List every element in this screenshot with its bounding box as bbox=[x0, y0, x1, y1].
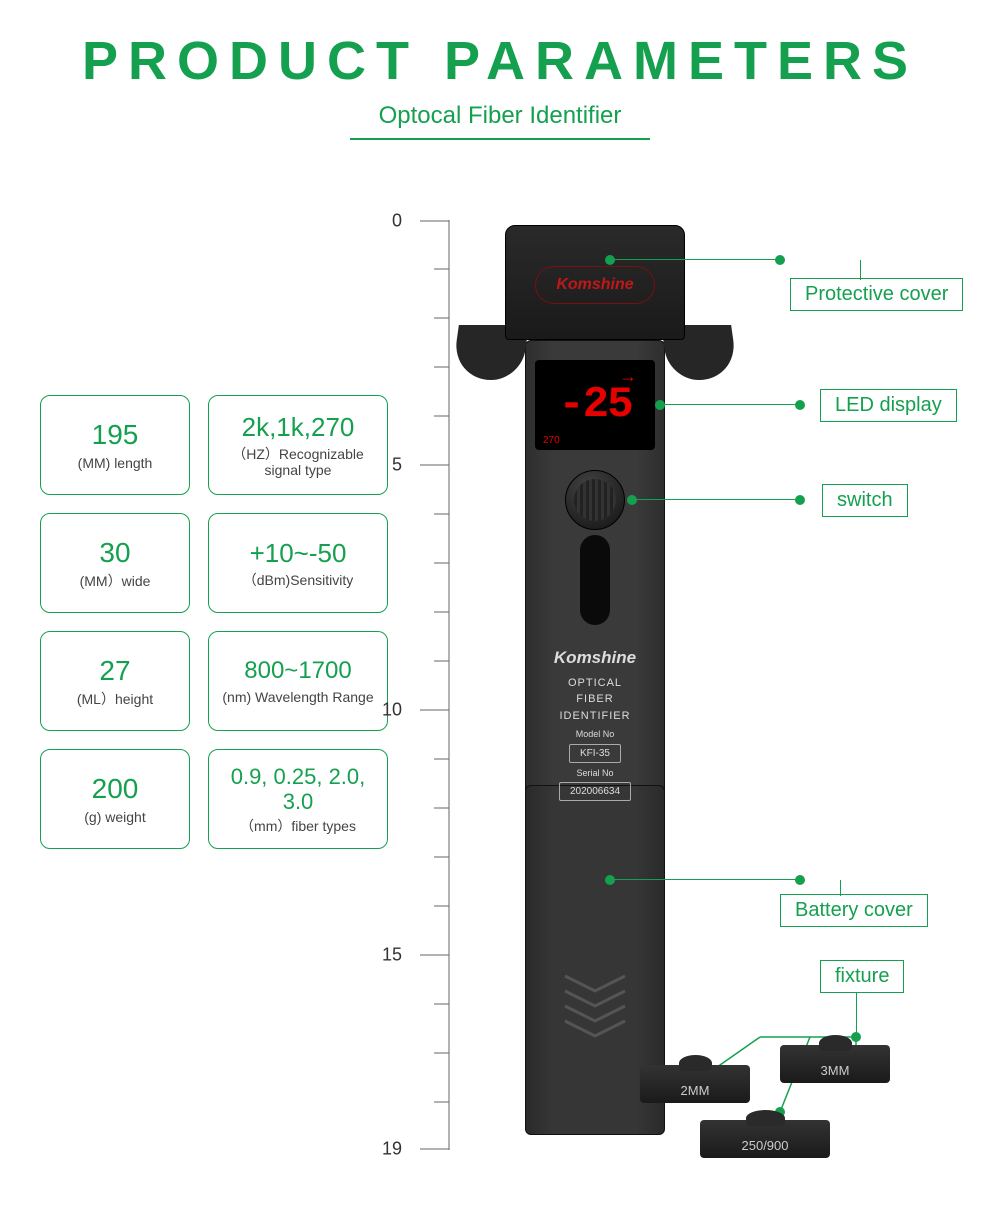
ruler-ticks-icon bbox=[410, 220, 450, 1150]
device-protective-cover: Komshine bbox=[505, 225, 685, 340]
param-label: （mm）fiber types bbox=[219, 818, 377, 835]
param-label: (nm) Wavelength Range bbox=[219, 689, 377, 706]
fixture-3mm: 3MM bbox=[780, 1045, 890, 1083]
page-subtitle: Optocal Fiber Identifier bbox=[0, 102, 1000, 130]
param-value: 200 bbox=[51, 774, 179, 805]
switch-knob bbox=[565, 470, 625, 530]
ruler-mark-19: 19 bbox=[382, 1139, 402, 1160]
grip-arrow-icon bbox=[555, 966, 635, 1046]
brand-oval: Komshine bbox=[535, 266, 655, 304]
callout-label: Protective cover bbox=[790, 278, 963, 311]
param-wide: 30 (MM）wide bbox=[40, 513, 190, 613]
param-signal-type: 2k,1k,270 （HZ）Recognizable signal type bbox=[208, 395, 388, 495]
callout-label: switch bbox=[822, 484, 908, 517]
parameters-grid: 195 (MM) length 2k,1k,270 （HZ）Recognizab… bbox=[40, 395, 388, 849]
ruler-mark-0: 0 bbox=[392, 211, 402, 232]
param-label: (MM）wide bbox=[51, 573, 179, 590]
callout-label: LED display bbox=[820, 389, 957, 422]
callout-line-icon bbox=[840, 880, 841, 896]
callout-line-icon bbox=[632, 499, 800, 500]
header: PRODUCT PARAMETERS Optocal Fiber Identif… bbox=[0, 0, 1000, 140]
callout-dot-icon bbox=[775, 255, 785, 265]
callout-dot-icon bbox=[605, 875, 615, 885]
model-label: Model No bbox=[525, 728, 665, 742]
param-value: 0.9, 0.25, 2.0, 3.0 bbox=[219, 765, 377, 813]
serial-label: Serial No bbox=[525, 767, 665, 781]
callout-line-icon bbox=[660, 404, 800, 405]
fixture-2mm: 2MM bbox=[640, 1065, 750, 1103]
param-label: （dBm)Sensitivity bbox=[219, 572, 377, 589]
param-value: 195 bbox=[51, 420, 179, 451]
led-sub-value: 270 bbox=[543, 435, 560, 446]
led-display: → -25 270 bbox=[535, 360, 655, 450]
param-value: 2k,1k,270 bbox=[219, 413, 377, 442]
param-value: 800~1700 bbox=[219, 658, 377, 684]
param-label: (g) weight bbox=[51, 809, 179, 826]
ruler: 0 5 10 15 19 bbox=[410, 220, 450, 1150]
brand-body: Komshine bbox=[525, 645, 665, 671]
param-sensitivity: +10~-50 （dBm)Sensitivity bbox=[208, 513, 388, 613]
callout-dot-icon bbox=[795, 495, 805, 505]
page-title: PRODUCT PARAMETERS bbox=[0, 30, 1000, 92]
device-body-label: Komshine OPTICAL FIBER IDENTIFIER Model … bbox=[525, 645, 665, 801]
param-value: 30 bbox=[51, 538, 179, 569]
callout-label: fixture bbox=[820, 960, 904, 993]
callout-label: Battery cover bbox=[780, 894, 928, 927]
callout-dot-icon bbox=[655, 400, 665, 410]
param-length: 195 (MM) length bbox=[40, 395, 190, 495]
fixtures-group: 2MM 3MM 250/900 bbox=[640, 1065, 920, 1195]
serial-no: 202006634 bbox=[559, 782, 631, 801]
callout-dot-icon bbox=[627, 495, 637, 505]
callout-dot-icon bbox=[795, 875, 805, 885]
callout-line-icon bbox=[610, 879, 800, 880]
param-value: +10~-50 bbox=[219, 539, 377, 568]
led-arrow-icon: → bbox=[619, 366, 637, 387]
ruler-mark-5: 5 bbox=[392, 455, 402, 476]
param-label: （HZ）Recognizable signal type bbox=[219, 446, 377, 480]
ruler-mark-15: 15 bbox=[382, 945, 402, 966]
switch-track bbox=[580, 535, 610, 625]
callout-dot-icon bbox=[605, 255, 615, 265]
fixture-250-900: 250/900 bbox=[700, 1120, 830, 1158]
param-wavelength: 800~1700 (nm) Wavelength Range bbox=[208, 631, 388, 731]
callout-line-icon bbox=[610, 259, 780, 260]
ruler-mark-10: 10 bbox=[382, 700, 402, 721]
model-no: KFI-35 bbox=[569, 744, 621, 763]
product-title-1: OPTICAL bbox=[525, 675, 665, 692]
param-label: (MM) length bbox=[51, 455, 179, 472]
param-label: (ML）height bbox=[51, 691, 179, 708]
subtitle-underline bbox=[350, 138, 650, 140]
param-value: 27 bbox=[51, 656, 179, 687]
callout-dot-icon bbox=[795, 400, 805, 410]
callout-line-icon bbox=[860, 260, 861, 280]
product-title-3: IDENTIFIER bbox=[525, 708, 665, 725]
led-value: -25 bbox=[558, 380, 631, 430]
param-height: 27 (ML）height bbox=[40, 631, 190, 731]
param-weight: 200 (g) weight bbox=[40, 749, 190, 849]
param-fiber-types: 0.9, 0.25, 2.0, 3.0 （mm）fiber types bbox=[208, 749, 388, 849]
product-title-2: FIBER bbox=[525, 691, 665, 708]
